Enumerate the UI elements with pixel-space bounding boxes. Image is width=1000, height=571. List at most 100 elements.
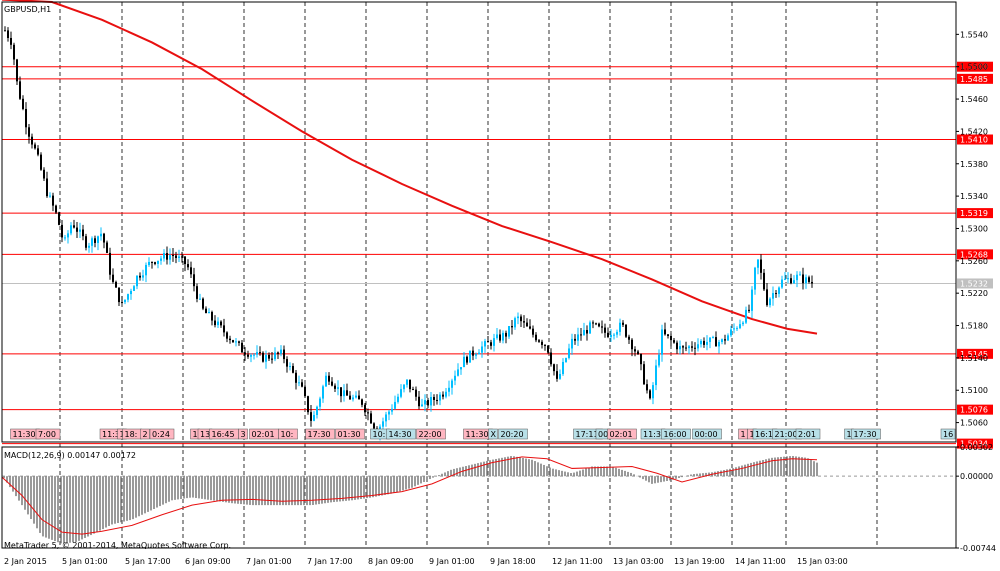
candle-body [115,281,117,288]
candle-body [142,275,144,278]
candle-body [319,398,321,407]
candle-body [442,394,444,397]
candle-body [469,350,471,363]
candle-body [85,236,87,248]
candle-body [589,322,591,334]
candle-body [76,227,78,232]
candle-body [289,366,291,368]
candle-body [109,252,111,275]
candle-body [421,404,423,407]
candle-body [70,225,72,234]
candle-body [217,321,219,326]
candle-body [259,352,261,354]
candle-body [202,298,204,309]
candle-body [127,294,129,300]
candle-body [502,332,504,341]
candle-body [742,322,744,325]
candle-body [121,302,123,304]
candle-body [64,237,66,239]
candle-body [4,30,6,32]
candle-body [544,344,546,346]
event-tag-box [661,428,691,440]
price-tick-label: 1.5260 [960,257,988,266]
candle-body [124,299,126,303]
candle-body [745,309,747,323]
candle-body [466,356,468,363]
candle-body [88,245,90,248]
candle-body [208,311,210,314]
event-tag-label: 21:00 [775,430,798,439]
level-label-box [957,208,993,219]
candle-body [112,274,114,282]
level-label-box [957,73,993,84]
candle-body [430,397,432,406]
event-tag-label: 16 [943,430,953,439]
candle-body [193,274,195,287]
candle-body [535,334,537,341]
candle-body [154,262,156,264]
event-tag-label: 17:11 [576,430,599,439]
moving-average [1,0,818,335]
event-tag-box [238,428,248,440]
candle-body [766,289,768,306]
candle-body [49,195,51,197]
event-tag-label: 20:20 [501,430,524,439]
event-tag-label: 17:30 [308,430,331,439]
event-tag-label: 16:00 [664,430,687,439]
candle-body [19,81,21,99]
candle-body [433,397,435,400]
candle-body [787,278,789,280]
candle-body [697,344,699,349]
candle-body [163,252,165,259]
candle-body [625,324,627,337]
candle-body [616,331,618,335]
time-axis-label: 7 Jan 01:00 [246,557,292,566]
candle-body [505,332,507,337]
candle-body [784,278,786,280]
candle-body [622,322,624,325]
candle-body [349,395,351,400]
candle-body [712,337,714,339]
vertical-grid [59,2,878,548]
candle-body [91,238,93,246]
candle-body [340,387,342,397]
candle-body [715,337,717,347]
event-tag-box [488,428,498,440]
candle-body [526,322,528,327]
time-axis-label: 2 Jan 2015 [4,557,47,566]
candle-body [31,136,33,145]
event-tag-label: 10: [373,430,386,439]
candle-body [133,286,135,291]
candle-body [307,396,309,413]
candle-body [160,258,162,261]
candle-body [418,396,420,407]
candle-body [550,352,552,365]
candle-body [448,387,450,392]
candle-body [100,233,102,237]
macd-tick-label: -0.00744 [960,544,996,553]
candle-body [808,277,810,282]
level-label-box [957,404,993,415]
candle-body [52,195,54,206]
candle-body [670,336,672,341]
candle-body [178,256,180,258]
candle-body [175,255,177,258]
event-tag-box [692,428,722,440]
candle-body [298,382,300,384]
event-tag-label: 16:45 [212,430,235,439]
event-tag-label: 18: [125,430,138,439]
candle-body [334,385,336,389]
event-tag-label: 11:3 [102,430,120,439]
candle-body [388,411,390,415]
candle-body [640,353,642,365]
candles [4,26,813,441]
price-tick-label: 1.5340 [960,192,988,201]
candle-body [679,346,681,350]
candle-body [67,233,69,238]
event-tag-label: 00:00 [695,430,718,439]
candle-body [583,330,585,336]
candle-body [652,385,654,399]
candle-body [214,320,216,326]
event-tag-box [851,428,881,440]
candle-body [292,366,294,373]
